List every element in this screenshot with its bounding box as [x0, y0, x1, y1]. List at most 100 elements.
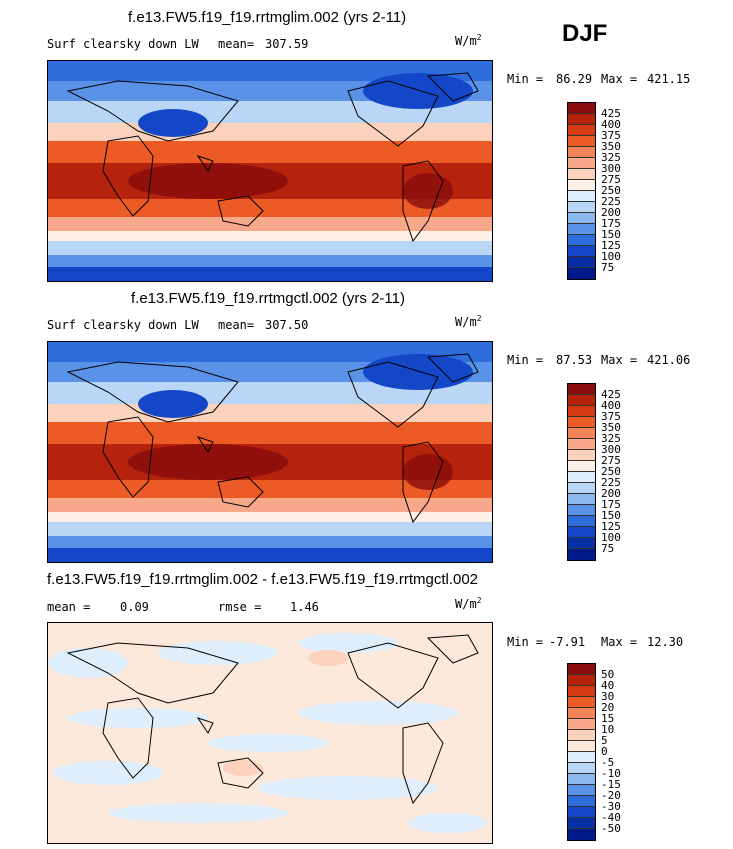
- colorbar-swatch: [568, 829, 595, 840]
- panel-1-min-label: Min =: [507, 72, 544, 86]
- colorbar-swatch: [568, 785, 595, 796]
- colorbar-level-label: -50: [601, 822, 621, 835]
- colorbar-level-label: 40: [601, 679, 615, 692]
- panel-1-map: [47, 60, 493, 282]
- colorbar-level-label: 200: [601, 206, 621, 219]
- colorbar-level-label: 275: [601, 454, 621, 467]
- colorbar-swatch: [568, 406, 595, 417]
- colorbar-level-label: 150: [601, 228, 621, 241]
- colorbar-swatch: [568, 549, 595, 560]
- colorbar-swatch: [568, 158, 595, 169]
- colorbar-level-label: 425: [601, 107, 621, 120]
- colorbar-level-label: 125: [601, 520, 621, 533]
- colorbar-level-label: 275: [601, 173, 621, 186]
- colorbar-swatch: [568, 664, 595, 675]
- panel-3-map: [47, 622, 493, 844]
- colorbar-level-label: 30: [601, 690, 615, 703]
- panel-3-rmse-label: rmse =: [218, 600, 262, 614]
- panel-1-mean-value: 307.59: [265, 37, 309, 51]
- colorbar-swatch: [568, 125, 595, 136]
- colorbar-swatch: [568, 191, 595, 202]
- colorbar-level-label: 375: [601, 129, 621, 142]
- season-label: DJF: [562, 20, 608, 47]
- colorbar-swatch: [568, 763, 595, 774]
- colorbar-swatch: [568, 752, 595, 763]
- panel-2-title: f.e13.FW5.f19_f19.rrtmgctl.002 (yrs 2-11…: [131, 290, 405, 307]
- colorbar-level-label: 75: [601, 542, 615, 555]
- colorbar-swatch: [568, 439, 595, 450]
- panel-3-min-label: Min =: [507, 635, 544, 649]
- colorbar-level-label: 20: [601, 701, 615, 714]
- colorbar-swatch: [568, 730, 595, 741]
- colorbar-level-label: -40: [601, 811, 621, 824]
- colorbar-swatch: [568, 428, 595, 439]
- colorbar-swatch: [568, 483, 595, 494]
- colorbar-level-label: 150: [601, 509, 621, 522]
- colorbar-swatch: [568, 538, 595, 549]
- colorbar-swatch: [568, 417, 595, 428]
- colorbar-swatch: [568, 180, 595, 191]
- colorbar-level-label: -5: [601, 756, 615, 769]
- panel-2-min-label: Min =: [507, 353, 544, 367]
- colorbar-level-label: 100: [601, 250, 621, 263]
- colorbar-swatch: [568, 246, 595, 257]
- colorbar-level-label: -30: [601, 800, 621, 813]
- colorbar-level-label: 15: [601, 712, 615, 725]
- colorbar-level-label: 425: [601, 388, 621, 401]
- colorbar-swatch: [568, 461, 595, 472]
- colorbar-level-label: 5: [601, 734, 608, 747]
- colorbar-level-label: 200: [601, 487, 621, 500]
- panel-2-field: [48, 342, 492, 562]
- colorbar-level-label: 300: [601, 162, 621, 175]
- colorbar-level-label: 400: [601, 399, 621, 412]
- colorbar-level-label: 175: [601, 498, 621, 511]
- panel-2-max-label: Max =: [601, 353, 638, 367]
- colorbar-swatch: [568, 774, 595, 785]
- colorbar-swatch: [568, 213, 595, 224]
- colorbar-swatch: [568, 807, 595, 818]
- panel-1-min-value: 86.29: [556, 72, 593, 86]
- panel-1-mean-label: mean=: [218, 37, 255, 51]
- colorbar-swatch: [568, 103, 595, 114]
- colorbar-level-label: 375: [601, 410, 621, 423]
- panel-2-colorbar: [567, 383, 596, 561]
- colorbar-swatch: [568, 494, 595, 505]
- colorbar-swatch: [568, 147, 595, 158]
- panel-1-max-label: Max =: [601, 72, 638, 86]
- colorbar-level-label: -10: [601, 767, 621, 780]
- panel-3-mean-value: 0.09: [120, 600, 149, 614]
- panel-2-units: W/m2: [455, 314, 482, 329]
- colorbar-level-label: 250: [601, 465, 621, 478]
- panel-1-max-value: 421.15: [647, 72, 691, 86]
- colorbar-swatch: [568, 505, 595, 516]
- colorbar-swatch: [568, 741, 595, 752]
- colorbar-swatch: [568, 697, 595, 708]
- panel-3-max-label: Max =: [601, 635, 638, 649]
- panel-3-rmse-value: 1.46: [290, 600, 319, 614]
- panel-2-min-value: 87.53: [556, 353, 593, 367]
- panel-3-mean-label: mean =: [47, 600, 91, 614]
- colorbar-swatch: [568, 384, 595, 395]
- colorbar-level-label: 325: [601, 432, 621, 445]
- colorbar-swatch: [568, 224, 595, 235]
- panel-3-max-value: 12.30: [647, 635, 684, 649]
- colorbar-swatch: [568, 136, 595, 147]
- colorbar-level-label: 350: [601, 421, 621, 434]
- panel-2-mean-value: 307.50: [265, 318, 309, 332]
- colorbar-level-label: 100: [601, 531, 621, 544]
- colorbar-swatch: [568, 686, 595, 697]
- colorbar-level-label: 325: [601, 151, 621, 164]
- colorbar-level-label: 225: [601, 195, 621, 208]
- colorbar-swatch: [568, 472, 595, 483]
- colorbar-swatch: [568, 708, 595, 719]
- colorbar-swatch: [568, 450, 595, 461]
- panel-3-colorbar: [567, 663, 596, 841]
- panel-1-units: W/m2: [455, 33, 482, 48]
- colorbar-swatch: [568, 675, 595, 686]
- colorbar-level-label: 175: [601, 217, 621, 230]
- panel-3-title: f.e13.FW5.f19_f19.rrtmglim.002 - f.e13.F…: [47, 571, 479, 588]
- colorbar-swatch: [568, 818, 595, 829]
- colorbar-level-label: 125: [601, 239, 621, 252]
- colorbar-swatch: [568, 257, 595, 268]
- colorbar-level-label: 75: [601, 261, 615, 274]
